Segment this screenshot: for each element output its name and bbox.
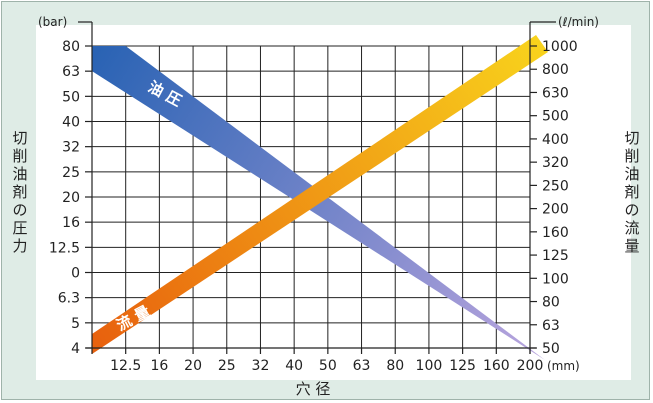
- data-bands: 油 圧流 量: [92, 35, 548, 360]
- left-tick-label: 80: [62, 39, 80, 55]
- x-tick-label: 40: [285, 358, 303, 374]
- right-tick-label: 100: [542, 271, 569, 287]
- right-axis-title-char: の: [624, 201, 639, 219]
- left-axis-title-char: 削: [12, 147, 27, 165]
- right-tick-label: 400: [542, 132, 569, 148]
- left-tick-label: 0: [71, 266, 80, 282]
- right-tick-label: 160: [542, 225, 569, 241]
- x-tick-label: 63: [353, 358, 371, 374]
- right-unit-label: (ℓ/min): [558, 15, 599, 29]
- left-tick-label: 4: [71, 341, 80, 357]
- x-tick-label: 12.5: [110, 358, 141, 374]
- right-axis-title-char: 剤: [624, 183, 639, 201]
- right-axis-title-char: 量: [624, 237, 639, 255]
- x-tick-label: 16: [150, 358, 168, 374]
- right-tick-label: 630: [542, 85, 569, 101]
- left-tick-label: 50: [62, 89, 80, 105]
- left-axis-title-char: の: [12, 201, 27, 219]
- right-tick-label: 125: [542, 248, 569, 264]
- x-axis-title: 穴 径: [296, 380, 331, 398]
- left-axis-title-char: 切: [12, 129, 27, 147]
- right-axis-title-char: 流: [624, 219, 639, 237]
- right-tick-label: 200: [542, 202, 569, 218]
- left-tick-label: 5: [71, 316, 80, 332]
- x-tick-label: 20: [184, 358, 202, 374]
- right-axis-title-char: 切: [624, 129, 639, 147]
- right-tick-label: 80: [542, 295, 560, 311]
- x-tick-label: 80: [386, 358, 404, 374]
- right-tick-label: 800: [542, 62, 569, 78]
- left-axis-title-char: 力: [12, 237, 27, 255]
- x-unit-label: (mm): [547, 359, 580, 373]
- left-tick-label: 6.3: [58, 291, 80, 307]
- left-tick-label: 16: [62, 215, 80, 231]
- left-tick-label: 25: [62, 165, 80, 181]
- left-tick-label: 12.5: [49, 240, 80, 256]
- x-tick-label: 125: [449, 358, 476, 374]
- axes: [78, 21, 556, 354]
- x-tick-label: 160: [483, 358, 510, 374]
- flow-band: [92, 35, 548, 354]
- x-tick-label: 200: [517, 358, 544, 374]
- right-tick-label: 50: [542, 341, 560, 357]
- left-tick-label: 20: [62, 190, 80, 206]
- right-tick-label: 1000: [542, 39, 578, 55]
- left-tick-label: 40: [62, 115, 80, 131]
- x-tick-label: 100: [416, 358, 443, 374]
- x-tick-label: 25: [218, 358, 236, 374]
- left-axis-title-char: 圧: [12, 219, 27, 237]
- right-tick-label: 500: [542, 109, 569, 125]
- left-tick-label: 63: [62, 64, 80, 80]
- right-tick-label: 250: [542, 178, 569, 194]
- tick-labels: 80 63 50 40 32 25 20 16 12.5 0 6.3 5 4 1000 800 630 500 4…: [12, 15, 639, 398]
- right-tick-label: 320: [542, 155, 569, 171]
- right-axis-title-char: 油: [624, 165, 639, 183]
- left-unit-label: (bar): [38, 15, 67, 29]
- left-axis-title-char: 剤: [12, 183, 27, 201]
- x-tick-label: 32: [252, 358, 270, 374]
- right-tick-label: 63: [542, 318, 560, 334]
- right-axis-title-char: 削: [624, 147, 639, 165]
- x-tick-label: 50: [319, 358, 337, 374]
- left-axis-title-char: 油: [12, 165, 27, 183]
- left-tick-label: 32: [62, 140, 80, 156]
